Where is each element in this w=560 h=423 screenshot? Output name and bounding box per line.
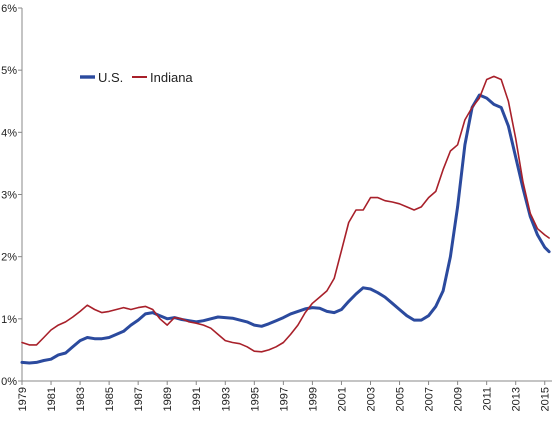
series-line-u-s xyxy=(20,93,551,365)
y-tick-label: 4% xyxy=(1,127,17,139)
x-tick-label: 2005 xyxy=(395,387,407,411)
y-tick-label: 6% xyxy=(1,3,17,15)
x-tick-label: 2007 xyxy=(424,387,436,411)
x-tick-label: 1981 xyxy=(46,387,58,411)
series-line-indiana xyxy=(21,75,550,353)
x-tick-label: 2001 xyxy=(336,387,348,411)
x-tick-label: 2011 xyxy=(482,387,494,411)
y-tick-label: 1% xyxy=(1,314,17,326)
x-tick-label: 1993 xyxy=(220,387,232,411)
y-tick-label: 0% xyxy=(1,376,17,388)
y-tick-label: 5% xyxy=(1,65,17,77)
x-tick-label: 1983 xyxy=(75,387,87,411)
x-tick-label: 2003 xyxy=(365,387,377,411)
x-tick-label: 2013 xyxy=(511,387,523,411)
x-tick-label: 1995 xyxy=(249,387,261,411)
x-tick-label: 1979 xyxy=(17,387,29,411)
x-tick-label: 1999 xyxy=(307,387,319,411)
y-tick-label: 3% xyxy=(1,190,17,202)
legend-label: U.S. xyxy=(98,70,123,85)
x-tick-label: 2015 xyxy=(540,387,552,411)
x-tick-label: 2009 xyxy=(453,387,465,411)
x-tick-label: 1987 xyxy=(133,387,145,411)
y-tick-label: 2% xyxy=(1,252,17,264)
legend-label: Indiana xyxy=(150,70,193,85)
x-tick-label: 1989 xyxy=(162,387,174,411)
x-tick-label: 1991 xyxy=(191,387,203,411)
x-tick-label: 1985 xyxy=(104,387,116,411)
x-tick-label: 1997 xyxy=(278,387,290,411)
